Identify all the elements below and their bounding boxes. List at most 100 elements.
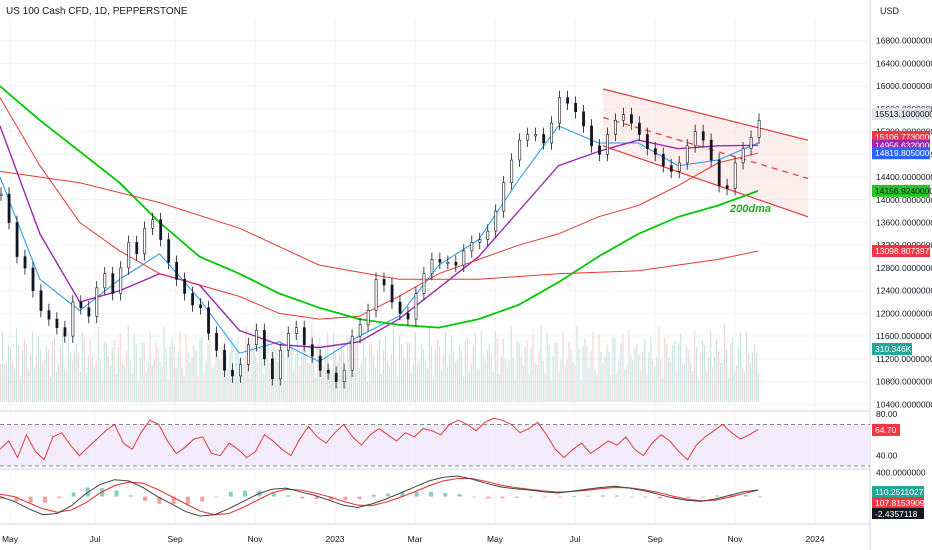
macd-badge-label: 107.8153909 <box>875 498 925 508</box>
macd-histogram-bar <box>371 494 376 497</box>
candle-body <box>71 301 75 337</box>
candle-body <box>677 162 681 172</box>
candle-body <box>502 182 506 212</box>
y-tick-label: 12800.0000000 <box>876 263 932 273</box>
currency-label[interactable]: USD <box>880 6 900 16</box>
volume-bar <box>19 379 22 402</box>
volume-bar <box>500 355 502 402</box>
volume-bar <box>117 347 119 402</box>
volume-bar <box>379 339 381 402</box>
volume-bar <box>446 367 448 402</box>
volume-bar <box>199 337 201 402</box>
volume-bar <box>59 345 61 402</box>
x-tick-label: Nov <box>247 534 263 544</box>
volume-bar <box>97 327 99 402</box>
candle-body <box>87 307 91 317</box>
volume-bar <box>560 359 562 402</box>
volume-bar <box>53 337 55 402</box>
candle-body <box>47 310 51 320</box>
candle-body <box>446 261 450 265</box>
volume-bar <box>750 361 752 402</box>
candle-body <box>685 145 689 164</box>
macd-histogram-bar <box>529 496 534 498</box>
volume-bar <box>293 370 295 402</box>
candle-body <box>0 193 3 196</box>
candle-body <box>143 227 147 255</box>
volume-bar <box>29 354 32 402</box>
volume-bar <box>568 341 570 402</box>
volume-bar <box>63 368 65 402</box>
volume-bar <box>313 348 315 402</box>
volume-bar <box>191 356 193 402</box>
macd-histogram-bar <box>14 496 19 502</box>
volume-bar <box>614 337 616 402</box>
volume-bar <box>377 349 379 402</box>
volume-bar <box>163 326 165 402</box>
rsi-band <box>0 424 870 466</box>
volume-bar <box>696 345 698 402</box>
volume-bar <box>660 359 662 402</box>
candle-body <box>223 350 226 371</box>
series-ma_slow <box>0 97 759 320</box>
volume-bar <box>129 360 131 402</box>
macd-histogram-bar <box>0 496 4 500</box>
volume-bar <box>460 350 462 402</box>
candle-body <box>103 273 107 289</box>
volume-bar <box>626 365 628 402</box>
volume-bar <box>253 343 255 402</box>
macd-histogram-bar <box>600 495 605 497</box>
volume-bar <box>215 329 217 402</box>
volume-bar <box>452 351 454 402</box>
volume-bar <box>181 367 183 402</box>
volume-bar <box>466 337 468 402</box>
candle-body <box>749 137 753 149</box>
x-tick-label: Jul <box>570 534 581 544</box>
volume-bar <box>179 331 181 402</box>
candle-body <box>606 134 609 155</box>
volume-bar <box>213 366 215 402</box>
volume-bar <box>426 368 428 402</box>
volume-bar <box>440 369 442 402</box>
volume-bar <box>51 341 53 402</box>
volume-bar <box>145 371 147 402</box>
rsi-tick-label: 80.00 <box>876 409 898 419</box>
volume-bar <box>390 353 393 402</box>
channel-lower-line <box>602 145 809 218</box>
price-badge-label: 14156.9240000 <box>875 186 932 196</box>
volume-bar <box>516 340 518 402</box>
price-badge-label: 14956.6320000 <box>875 140 932 150</box>
y-tick-label: 14000.0000000 <box>876 195 932 205</box>
candle-body <box>127 242 131 269</box>
volume-bar <box>239 359 241 402</box>
volume-bar <box>277 361 279 402</box>
volume-bar <box>540 325 542 402</box>
volume-bar <box>311 324 313 402</box>
volume-bar <box>143 342 145 402</box>
volume-bar <box>624 368 626 402</box>
volume-bar <box>71 360 73 402</box>
volume-bar <box>203 372 205 402</box>
volume-bar <box>550 380 552 402</box>
volume-bar <box>61 332 63 402</box>
volume-bar <box>175 367 177 402</box>
volume-bar <box>261 340 263 402</box>
volume-bar <box>704 345 706 402</box>
volume-bar <box>536 364 538 402</box>
volume-bar <box>235 353 237 402</box>
volume-bar <box>159 362 161 402</box>
volume-bar <box>205 361 207 402</box>
volume-bar <box>11 361 14 402</box>
volume-bar <box>187 351 189 402</box>
macd-histogram-bar <box>700 496 705 498</box>
volume-badge-label: 310.346K <box>875 344 912 354</box>
candle-body <box>717 159 721 186</box>
candle-body <box>542 134 546 144</box>
macd-histogram-bar <box>543 496 548 498</box>
x-tick-label: Sep <box>647 534 662 544</box>
x-tick-label: 2023 <box>326 534 345 544</box>
x-tick-label: Jul <box>90 534 101 544</box>
volume-bar <box>149 331 151 402</box>
candle-body <box>550 122 554 144</box>
